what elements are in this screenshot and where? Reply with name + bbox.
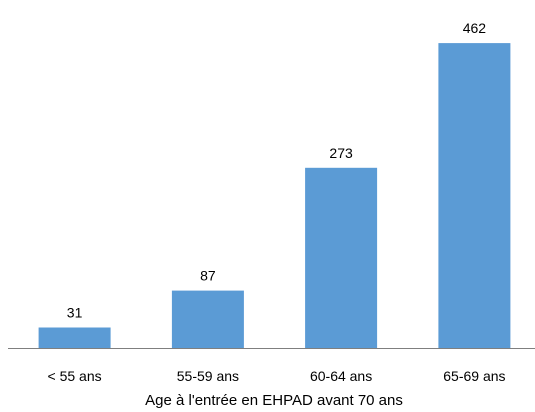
data-label-1: 87 <box>200 268 216 284</box>
data-label-3: 462 <box>463 20 487 36</box>
bar-0 <box>38 327 111 348</box>
data-label-2: 273 <box>329 145 353 161</box>
data-label-0: 31 <box>67 305 83 321</box>
bar-2 <box>305 167 378 348</box>
x-tick-label-3: 65-69 ans <box>443 368 505 384</box>
bar-3 <box>438 43 511 348</box>
x-tick-label-0: < 55 ans <box>48 368 102 384</box>
x-axis-title: Age à l'entrée en EHPAD avant 70 ans <box>145 392 403 409</box>
x-tick-labels-layer: < 55 ans 55-59 ans 60-64 ans 65-69 ans <box>48 368 506 384</box>
bar-1 <box>171 290 244 348</box>
x-tick-label-1: 55-59 ans <box>177 368 239 384</box>
x-tick-label-2: 60-64 ans <box>310 368 372 384</box>
bars-layer <box>38 43 511 348</box>
data-labels-layer: 31 87 273 462 <box>67 20 486 320</box>
